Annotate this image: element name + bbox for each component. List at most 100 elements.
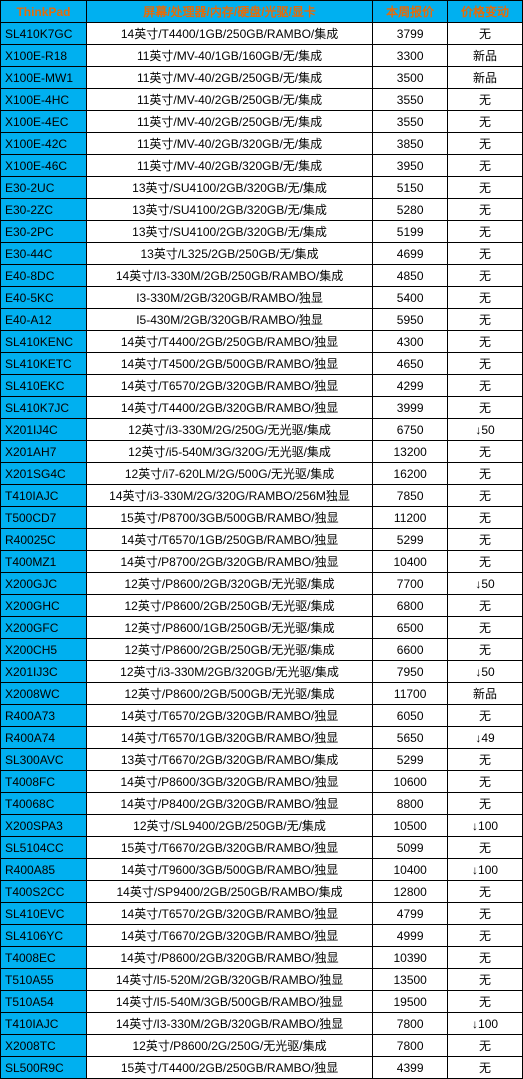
cell-model: X100E-42C — [1, 133, 87, 155]
cell-spec: 11英寸/MV-40/2GB/250GB/无/集成 — [86, 67, 372, 89]
cell-spec: 14英寸/P8600/2GB/320GB/RAMBO/独显 — [86, 947, 372, 969]
table-row: X200SPA312英寸/SL9400/2GB/250GB/无/集成10500↓… — [1, 815, 523, 837]
cell-price: 4650 — [373, 353, 448, 375]
table-row: X100E-46C11英寸/MV-40/2GB/320GB/无/集成3950无 — [1, 155, 523, 177]
cell-change: 无 — [448, 793, 523, 815]
cell-spec: 14英寸/T6570/2GB/320GB/RAMBO/独显 — [86, 705, 372, 727]
cell-spec: 14英寸/I3-330M/2GB/320GB/RAMBO/独显 — [86, 1013, 372, 1035]
cell-spec: 12英寸/P8600/2G/250G/无光驱/集成 — [86, 1035, 372, 1057]
cell-change: ↓50 — [448, 573, 523, 595]
cell-spec: 13英寸/T6670/2GB/320GB/RAMBO/集成 — [86, 749, 372, 771]
cell-spec: 12英寸/SL9400/2GB/250GB/无/集成 — [86, 815, 372, 837]
table-row: T4008FC14英寸/P8600/3GB/320GB/RAMBO/独显1060… — [1, 771, 523, 793]
cell-change: 无 — [448, 309, 523, 331]
cell-price: 6600 — [373, 639, 448, 661]
cell-change: 无 — [448, 991, 523, 1013]
cell-price: 11200 — [373, 507, 448, 529]
cell-model: R400A73 — [1, 705, 87, 727]
cell-change: 无 — [448, 595, 523, 617]
cell-spec: 14英寸/P8400/2GB/320GB/RAMBO/独显 — [86, 793, 372, 815]
cell-model: X100E-4EC — [1, 111, 87, 133]
cell-spec: 13英寸/SU4100/2GB/320GB/无/集成 — [86, 221, 372, 243]
cell-change: 无 — [448, 89, 523, 111]
table-row: SL410K7GC14英寸/T4400/1GB/250GB/RAMBO/集成37… — [1, 23, 523, 45]
cell-spec: 11英寸/MV-40/1GB/160GB/无/集成 — [86, 45, 372, 67]
cell-price: 7950 — [373, 661, 448, 683]
cell-price: 4999 — [373, 925, 448, 947]
cell-model: E30-2UC — [1, 177, 87, 199]
cell-model: SL300AVC — [1, 749, 87, 771]
cell-change: 无 — [448, 397, 523, 419]
cell-change: 无 — [448, 177, 523, 199]
cell-change: 无 — [448, 903, 523, 925]
cell-spec: 13英寸/L325/2GB/250GB/无/集成 — [86, 243, 372, 265]
cell-price: 4850 — [373, 265, 448, 287]
cell-price: 7800 — [373, 1013, 448, 1035]
cell-change: 无 — [448, 837, 523, 859]
cell-model: R40025C — [1, 529, 87, 551]
cell-spec: 11英寸/MV-40/2GB/250GB/无/集成 — [86, 89, 372, 111]
cell-price: 5280 — [373, 199, 448, 221]
cell-spec: 12英寸/P8600/2GB/500GB/无光驱/集成 — [86, 683, 372, 705]
cell-spec: 12英寸/i3-330M/2G/250G/无光驱/集成 — [86, 419, 372, 441]
table-row: X200GFC12英寸/P8600/1GB/250GB/无光驱/集成6500无 — [1, 617, 523, 639]
cell-model: SL410EKC — [1, 375, 87, 397]
cell-model: X200GJC — [1, 573, 87, 595]
table-header-row: ThinkPad 屏幕/处理器/内存/硬盘/光驱/显卡 本周报价 价格变动 — [1, 1, 523, 23]
cell-change: 无 — [448, 551, 523, 573]
cell-price: 5950 — [373, 309, 448, 331]
cell-model: T4008FC — [1, 771, 87, 793]
table-row: X200GHC12英寸/P8600/2GB/250GB/无光驱/集成6800无 — [1, 595, 523, 617]
table-row: SL4106YC14英寸/T6670/2GB/320GB/RAMBO/独显499… — [1, 925, 523, 947]
cell-spec: 14英寸/T6670/2GB/320GB/RAMBO/独显 — [86, 925, 372, 947]
table-row: X201IJ4C12英寸/i3-330M/2G/250G/无光驱/集成6750↓… — [1, 419, 523, 441]
cell-change: 无 — [448, 221, 523, 243]
cell-price: 4299 — [373, 375, 448, 397]
table-row: SL410EVC14英寸/T6570/2GB/320GB/RAMBO/独显479… — [1, 903, 523, 925]
cell-change: 无 — [448, 463, 523, 485]
table-row: SL410KENC14英寸/T4400/2GB/250GB/RAMBO/独显43… — [1, 331, 523, 353]
cell-price: 4300 — [373, 331, 448, 353]
cell-model: T410IAJC — [1, 1013, 87, 1035]
cell-spec: 14英寸/T6570/1GB/250GB/RAMBO/独显 — [86, 529, 372, 551]
cell-spec: 11英寸/MV-40/2GB/250GB/无/集成 — [86, 111, 372, 133]
table-row: SL410KETC14英寸/T4500/2GB/500GB/RAMBO/独显46… — [1, 353, 523, 375]
cell-model: SL410KETC — [1, 353, 87, 375]
cell-change: 无 — [448, 925, 523, 947]
cell-model: E40-5KC — [1, 287, 87, 309]
cell-spec: 15英寸/T6670/2GB/320GB/RAMBO/独显 — [86, 837, 372, 859]
cell-price: 4399 — [373, 1057, 448, 1079]
cell-spec: 14英寸/I3-330M/2GB/250GB/RAMBO/集成 — [86, 265, 372, 287]
cell-price: 16200 — [373, 463, 448, 485]
table-row: T400MZ114英寸/P8700/2GB/320GB/RAMBO/独显1040… — [1, 551, 523, 573]
cell-change: 无 — [448, 331, 523, 353]
table-row: T500CD715英寸/P8700/3GB/500GB/RAMBO/独显1120… — [1, 507, 523, 529]
table-row: E30-2PC13英寸/SU4100/2GB/320GB/无/集成5199无 — [1, 221, 523, 243]
cell-spec: 14英寸/T4400/2GB/320GB/RAMBO/独显 — [86, 397, 372, 419]
cell-change: 无 — [448, 749, 523, 771]
table-row: X2008TC12英寸/P8600/2G/250G/无光驱/集成7800无 — [1, 1035, 523, 1057]
cell-change: 无 — [448, 199, 523, 221]
cell-price: 7700 — [373, 573, 448, 595]
cell-model: SL5104CC — [1, 837, 87, 859]
cell-price: 7850 — [373, 485, 448, 507]
cell-price: 10600 — [373, 771, 448, 793]
cell-model: SL410K7GC — [1, 23, 87, 45]
table-row: T400S2CC14英寸/SP9400/2GB/250GB/RAMBO/集成12… — [1, 881, 523, 903]
cell-price: 5400 — [373, 287, 448, 309]
cell-model: X100E-46C — [1, 155, 87, 177]
table-row: R400A8514英寸/T9600/3GB/500GB/RAMBO/独显1040… — [1, 859, 523, 881]
cell-model: T40068C — [1, 793, 87, 815]
col-header-change: 价格变动 — [448, 1, 523, 23]
cell-spec: 15英寸/P8700/3GB/500GB/RAMBO/独显 — [86, 507, 372, 529]
cell-model: T510A55 — [1, 969, 87, 991]
cell-change: 无 — [448, 353, 523, 375]
cell-spec: 14英寸/I5-540M/3GB/500GB/RAMBO/独显 — [86, 991, 372, 1013]
cell-model: X200SPA3 — [1, 815, 87, 837]
cell-model: X200GHC — [1, 595, 87, 617]
cell-model: X2008TC — [1, 1035, 87, 1057]
table-row: T410IAJC14英寸/I3-330M/2GB/320GB/RAMBO/独显7… — [1, 1013, 523, 1035]
table-row: T510A5414英寸/I5-540M/3GB/500GB/RAMBO/独显19… — [1, 991, 523, 1013]
table-row: E30-2ZC13英寸/SU4100/2GB/320GB/无/集成5280无 — [1, 199, 523, 221]
cell-change: ↓100 — [448, 859, 523, 881]
